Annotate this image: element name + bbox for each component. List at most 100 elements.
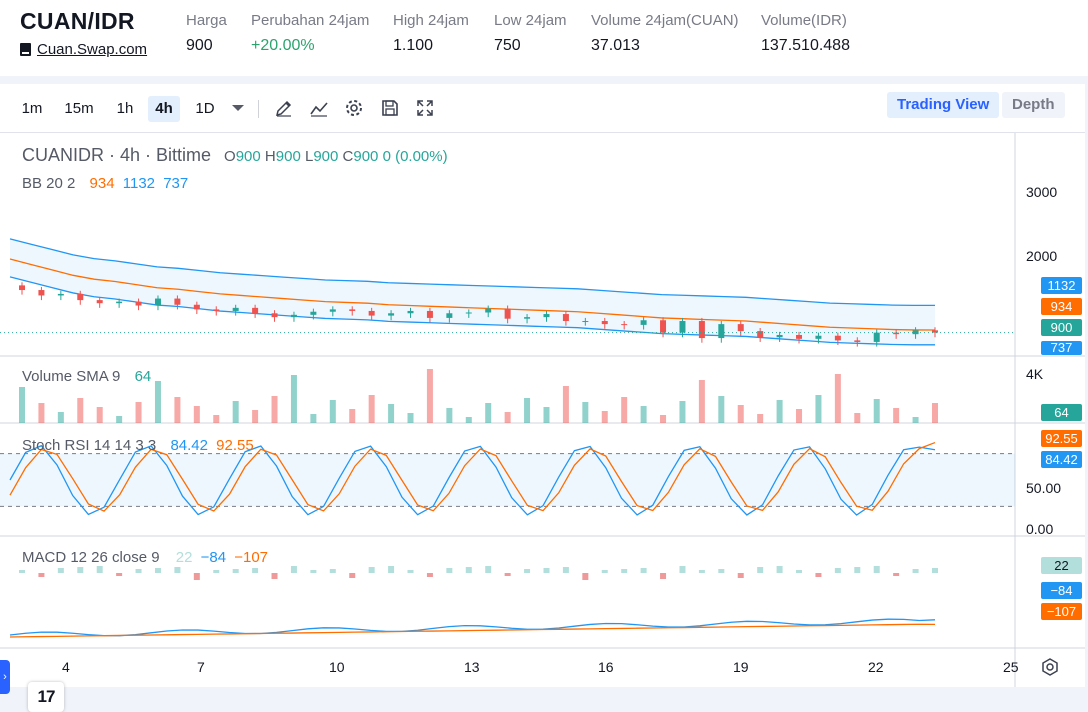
macd-price-box: −84 xyxy=(1041,582,1082,599)
macd-hist-bar xyxy=(271,573,278,579)
drawing-pencil-icon[interactable] xyxy=(274,98,294,118)
timeframe-1m[interactable]: 1m xyxy=(21,100,43,117)
candle-body xyxy=(679,321,686,333)
macd-hist-bar xyxy=(718,569,725,573)
stoch-band-fill xyxy=(0,453,1015,507)
stoch-d-price-box: 92.55 xyxy=(1041,430,1082,447)
macd-hist-price-box: 22 xyxy=(1041,557,1082,574)
bb-upper-price-box: 1132 xyxy=(1041,277,1082,294)
candle-body xyxy=(349,309,356,311)
time-tick: 16 xyxy=(598,659,614,675)
macd-legend: MACD 12 26 close 9 22 −84 −107 xyxy=(22,549,269,566)
macd-hist-bar xyxy=(834,568,841,573)
macd-hist-bar xyxy=(796,570,803,573)
volume-bar xyxy=(252,410,259,423)
macd-hist-bar xyxy=(621,569,628,573)
macd-hist-bar xyxy=(485,566,492,573)
macd-hist-bar xyxy=(776,566,783,573)
macd-hist-bar xyxy=(465,567,472,573)
candle-body xyxy=(193,304,200,310)
candle-body xyxy=(621,324,628,326)
candle-body xyxy=(796,334,803,339)
volume-bar xyxy=(854,413,861,423)
exchange-link[interactable]: Cuan.Swap.com xyxy=(20,41,147,58)
settings-gear-icon[interactable] xyxy=(344,98,364,118)
macd-hist-bar xyxy=(193,573,200,580)
fullscreen-icon[interactable] xyxy=(415,98,435,118)
volume-bar xyxy=(38,403,45,423)
dropdown-caret-icon[interactable] xyxy=(228,98,248,118)
candle-body xyxy=(543,314,550,318)
volume-bar xyxy=(893,408,900,423)
indicators-icon[interactable] xyxy=(309,98,329,118)
stoch-d-line xyxy=(9,441,936,512)
candle-body xyxy=(640,320,647,325)
stat-low-24h: Low 24jam 750 xyxy=(494,12,567,54)
volume-bar xyxy=(193,406,200,423)
candle-body xyxy=(912,330,919,335)
volume-bar xyxy=(174,397,181,423)
volume-bar xyxy=(213,415,220,423)
candle-body xyxy=(310,311,317,315)
volume-bar xyxy=(873,399,880,423)
chart-settings-icon[interactable] xyxy=(1040,657,1060,677)
bb-upper-line xyxy=(9,238,936,307)
macd-hist-bar xyxy=(524,569,531,573)
volume-bar xyxy=(116,416,123,423)
stat-volume-idr: Volume(IDR) 137.510.488 xyxy=(761,12,850,54)
candle-body xyxy=(524,317,531,319)
macd-hist-bar xyxy=(893,573,900,576)
expand-sidebar-tab[interactable]: › xyxy=(0,660,10,694)
timeframe-15m[interactable]: 15m xyxy=(64,100,94,117)
pair-title: CUAN/IDR xyxy=(20,8,135,34)
price-chart-canvas[interactable] xyxy=(0,133,1085,687)
volume-bar xyxy=(426,369,433,423)
candle-body xyxy=(757,331,764,338)
candle-body xyxy=(834,335,841,341)
volume-bar xyxy=(621,397,628,423)
candle-body xyxy=(19,285,25,291)
timeframe-1d[interactable]: 1D xyxy=(195,100,215,117)
macd-hist-bar xyxy=(329,569,336,573)
candle-body xyxy=(388,313,395,316)
macd-hist-bar xyxy=(737,573,744,578)
timeframe-4h[interactable]: 4h xyxy=(148,96,180,122)
macd-hist-bar xyxy=(757,567,764,573)
volume-bar xyxy=(135,402,142,423)
volume-legend: Volume SMA 9 64 xyxy=(22,368,152,385)
candle-body xyxy=(446,313,453,318)
time-tick: 4 xyxy=(62,659,70,675)
volume-bar xyxy=(601,411,608,423)
price-tick: 3000 xyxy=(1026,184,1058,200)
volume-bar xyxy=(310,414,317,423)
stat-volume-cuan: Volume 24jam(CUAN) 37.013 xyxy=(591,12,739,54)
volume-bar xyxy=(698,380,705,423)
candle-body xyxy=(893,332,900,335)
stat-price: Harga 900 xyxy=(186,12,227,54)
volume-bar xyxy=(446,408,453,423)
macd-signal-price-box: −107 xyxy=(1041,603,1082,620)
macd-hist-bar xyxy=(912,569,919,573)
candle-body xyxy=(116,301,123,304)
bb-legend: BB 20 2 934 1132 737 xyxy=(22,175,189,192)
tab-trading-view[interactable]: Trading View xyxy=(887,92,1000,118)
macd-hist-bar xyxy=(446,568,453,573)
volume-bar xyxy=(271,396,278,423)
save-icon[interactable] xyxy=(380,98,400,118)
candle-body xyxy=(38,290,45,296)
macd-hist-bar xyxy=(38,573,45,577)
volume-tick: 4K xyxy=(1026,366,1044,382)
ohlc-values: O900 H900 L900 C900 0 (0.00%) xyxy=(224,148,448,165)
macd-line xyxy=(9,618,936,637)
tab-depth[interactable]: Depth xyxy=(1002,92,1065,118)
volume-bar xyxy=(796,409,803,423)
macd-hist-bar xyxy=(640,568,647,573)
timeframe-1h[interactable]: 1h xyxy=(116,100,134,117)
market-header: CUAN/IDR Cuan.Swap.com Harga 900 Perubah… xyxy=(0,0,1088,76)
volume-bar xyxy=(660,415,667,423)
candle-body xyxy=(213,309,220,311)
macd-hist-bar xyxy=(232,569,239,573)
macd-hist-bar xyxy=(77,567,84,573)
macd-hist-bar xyxy=(96,566,103,573)
candle-body xyxy=(465,312,472,314)
